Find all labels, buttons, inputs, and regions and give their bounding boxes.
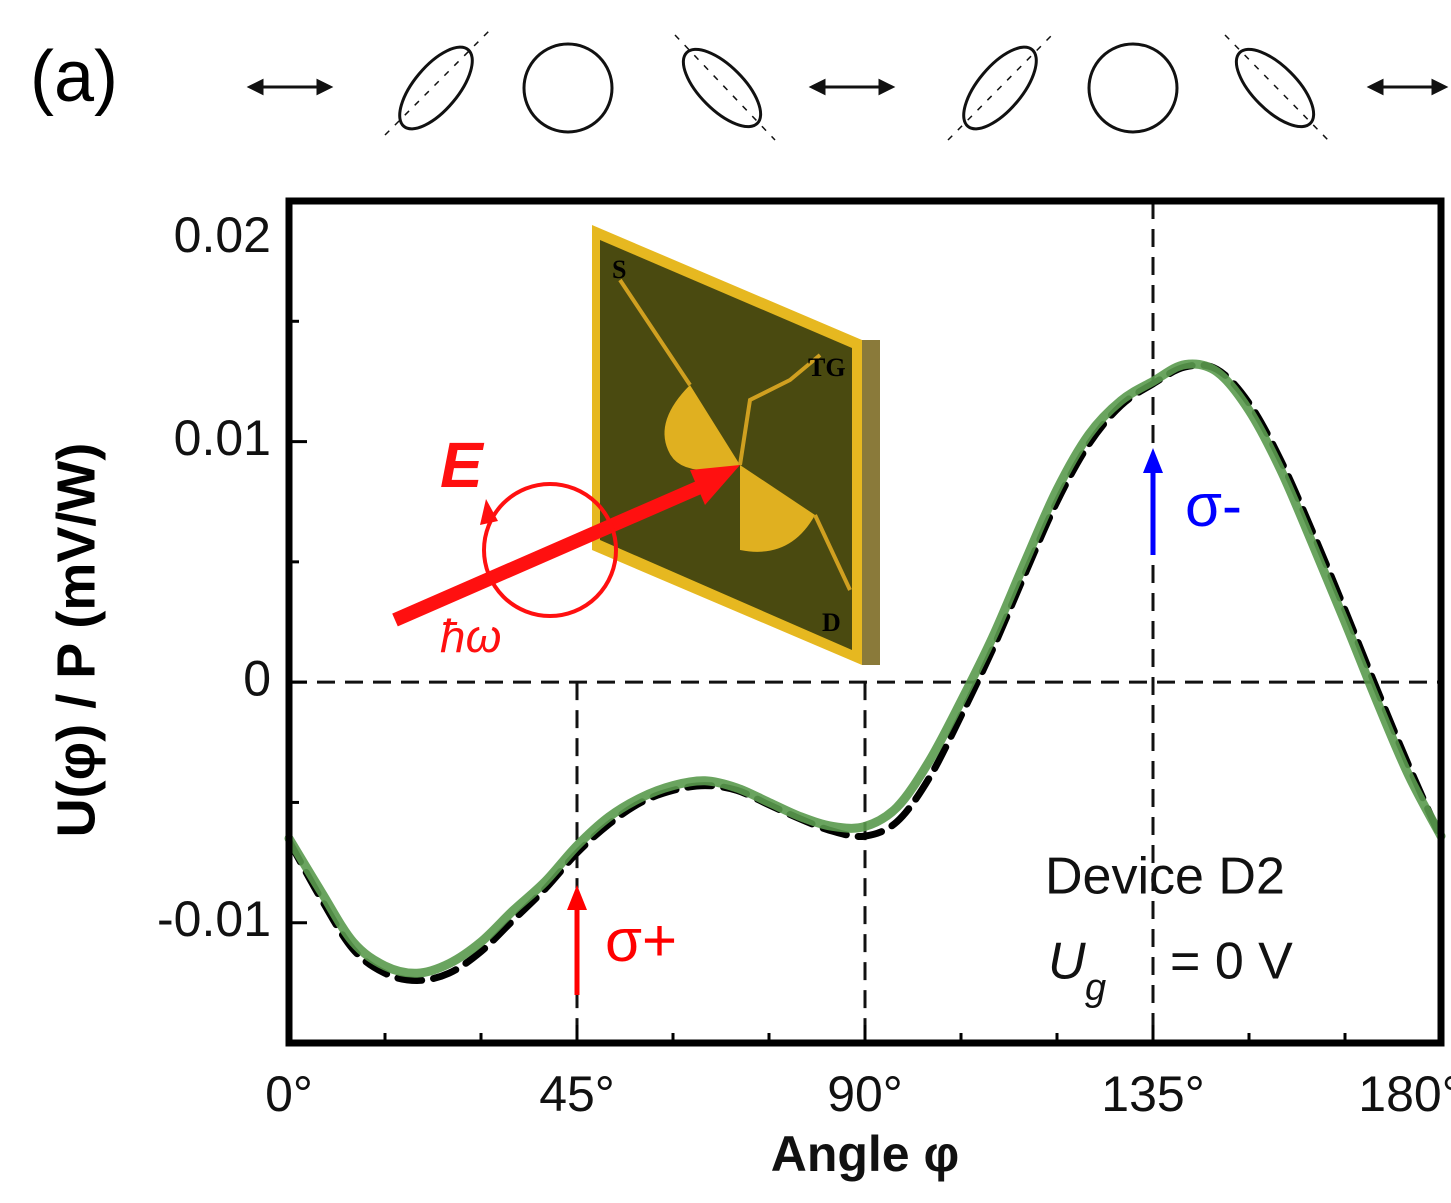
helicity-arrowhead	[1143, 448, 1163, 473]
x-tick-label: 45°	[539, 1066, 615, 1122]
electrode-label: D	[822, 608, 841, 637]
figure: (a) 0° 45° 90° 135° 180° -0.01 0 0.01 0.02 σ+ σ- S…	[0, 0, 1451, 1203]
y-tick-label: 0.02	[174, 207, 271, 263]
gate-symbol: U	[1048, 933, 1086, 991]
helicity-label: σ+	[605, 907, 677, 974]
helicity-arrowhead	[567, 885, 587, 910]
device-label: Device D2	[1045, 848, 1285, 906]
x-tick-label: 180°	[1358, 1066, 1451, 1122]
x-tick-label: 90°	[827, 1066, 903, 1122]
polarization-icons	[250, 30, 1445, 140]
electrode-label: S	[612, 255, 626, 284]
x-tick-label: 135°	[1101, 1066, 1204, 1122]
x-axis-title: Angle φ	[771, 1126, 960, 1182]
y-axis-title: U(φ) / P (mV/W)	[46, 443, 106, 838]
y-tick-label: -0.01	[157, 891, 271, 947]
photon-label: ħω	[440, 610, 501, 662]
gate-subscript: g	[1085, 967, 1106, 1009]
y-tick-label: 0	[243, 650, 271, 706]
helicity-label: σ-	[1185, 472, 1242, 539]
field-label: E	[440, 429, 485, 501]
x-tick-label: 0°	[265, 1066, 313, 1122]
y-tick-label: 0.01	[174, 410, 271, 466]
gate-value: = 0 V	[1170, 933, 1293, 991]
electrode-label: TG	[808, 353, 846, 382]
figure-label: (a)	[30, 37, 118, 117]
